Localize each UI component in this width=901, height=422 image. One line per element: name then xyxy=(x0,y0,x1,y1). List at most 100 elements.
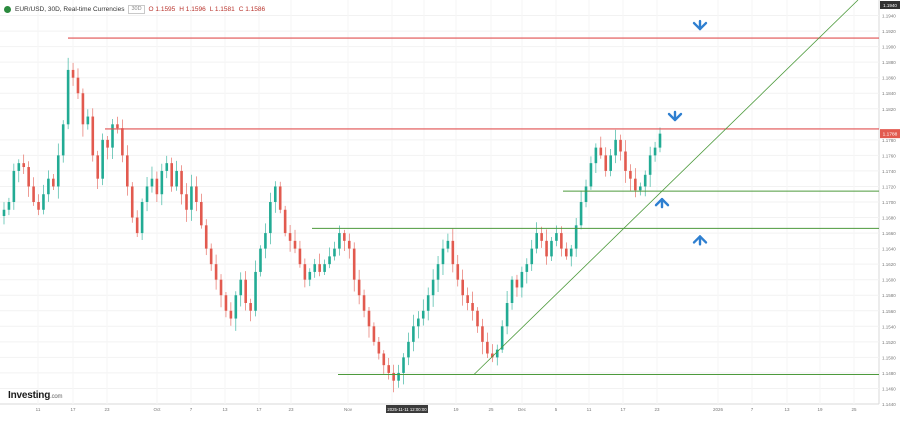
low-value: L 1.1581 xyxy=(209,5,235,13)
x-tick-label: 17 xyxy=(620,407,626,412)
candle-body xyxy=(308,271,312,280)
candle-body xyxy=(525,264,529,272)
x-tick-label: 25 xyxy=(851,407,857,412)
x-tick-label: Dec xyxy=(518,407,527,412)
candle-body xyxy=(382,353,386,366)
candle-body xyxy=(313,264,317,272)
candle-body xyxy=(535,233,538,249)
candle-body xyxy=(643,174,647,187)
candle-body xyxy=(476,310,479,327)
candle-body xyxy=(126,155,129,187)
candle-body xyxy=(101,139,104,179)
close-value: C 1.1586 xyxy=(238,5,266,13)
candle-body xyxy=(116,124,119,129)
x-tick-label: 7 xyxy=(751,407,754,412)
candle-body xyxy=(244,279,247,303)
y-tick-label: 1.1700 xyxy=(882,200,896,205)
timeframe-tag[interactable]: 30D xyxy=(128,4,145,14)
open-value: O 1.1595 xyxy=(148,5,176,13)
y-tick-label: 1.1920 xyxy=(882,29,896,34)
candle-body xyxy=(27,167,30,187)
y-tick-label: 1.1480 xyxy=(882,371,896,376)
candle-body xyxy=(461,279,465,296)
y-tick-label: 1.1520 xyxy=(882,340,896,345)
candle-body xyxy=(234,295,238,319)
candle-body xyxy=(185,194,188,210)
candle-body xyxy=(190,186,193,210)
candle-body xyxy=(91,116,95,156)
candle-body xyxy=(22,163,26,168)
candle-body xyxy=(42,194,45,210)
candle-body xyxy=(372,326,376,342)
x-tick-label: 11 xyxy=(36,407,41,412)
top-price-badge xyxy=(880,1,900,9)
candle-body xyxy=(555,233,558,241)
candle-body xyxy=(32,186,35,202)
y-tick-label: 1.1680 xyxy=(882,216,896,221)
candle-body xyxy=(456,264,460,280)
candle-body xyxy=(269,202,272,234)
candle-body xyxy=(135,217,139,234)
candle-body xyxy=(12,170,16,202)
candle-body xyxy=(347,240,351,249)
x-tick-label: 23 xyxy=(288,407,294,412)
arrow-down-icon xyxy=(667,110,683,122)
y-tick-label: 1.1660 xyxy=(882,231,896,236)
candle-body xyxy=(624,151,627,171)
candle-body xyxy=(61,124,65,156)
candle-body xyxy=(594,147,598,164)
candle-body xyxy=(530,248,534,265)
y-tick-label: 1.1880 xyxy=(882,60,896,65)
x-tick-label: 19 xyxy=(453,407,459,412)
chart-title: EUR/USD, 30D, Real-time Currencies xyxy=(15,5,125,13)
candle-body xyxy=(466,295,469,303)
candle-body xyxy=(249,303,252,311)
candle-body xyxy=(638,186,642,191)
y-tick-label: 1.1560 xyxy=(882,309,896,314)
y-tick-label: 1.1720 xyxy=(882,184,896,189)
candle-body xyxy=(170,163,173,187)
y-tick-label: 1.1540 xyxy=(882,324,896,329)
candle-body xyxy=(259,248,262,272)
x-tick-label: Nov xyxy=(344,407,353,412)
y-tick-label: 1.1860 xyxy=(882,76,896,81)
x-tick-label: 11 xyxy=(587,407,592,412)
candle-body xyxy=(495,349,499,358)
candle-body xyxy=(121,128,124,156)
candle-body xyxy=(367,310,371,327)
candle-body xyxy=(560,233,563,249)
x-tick-label: 13 xyxy=(222,407,228,412)
y-tick-label: 1.1760 xyxy=(882,153,896,158)
y-tick-label: 1.1840 xyxy=(882,91,896,96)
candle-body xyxy=(397,372,400,381)
candle-body xyxy=(195,186,198,202)
top-price-label: 1.1940 xyxy=(883,3,897,8)
candle-body xyxy=(619,139,622,152)
y-tick-label: 1.1500 xyxy=(882,355,896,360)
arrow-up-icon xyxy=(654,197,670,209)
arrow-down-icon xyxy=(692,19,708,31)
candle-body xyxy=(204,225,208,249)
candle-body xyxy=(579,202,583,226)
candle-body xyxy=(550,240,553,257)
candle-body xyxy=(328,256,331,265)
candle-body xyxy=(362,295,366,311)
candle-body xyxy=(224,295,228,311)
current-price-badge xyxy=(880,129,900,139)
x-tick-label: 2026 xyxy=(713,407,724,412)
candle-body xyxy=(37,202,40,210)
candle-body xyxy=(540,233,543,241)
candle-body xyxy=(56,155,60,187)
candle-body xyxy=(323,264,326,272)
candle-body xyxy=(150,178,154,187)
y-tick-label: 1.1900 xyxy=(882,45,896,50)
candle-body xyxy=(564,248,568,257)
x-tick-label: 5 xyxy=(555,407,558,412)
candle-body xyxy=(614,139,617,156)
currency-flag-icon xyxy=(4,5,11,13)
y-tick-label: 1.1620 xyxy=(882,262,896,267)
candle-body xyxy=(239,279,243,296)
arrow-up-icon xyxy=(692,235,708,246)
